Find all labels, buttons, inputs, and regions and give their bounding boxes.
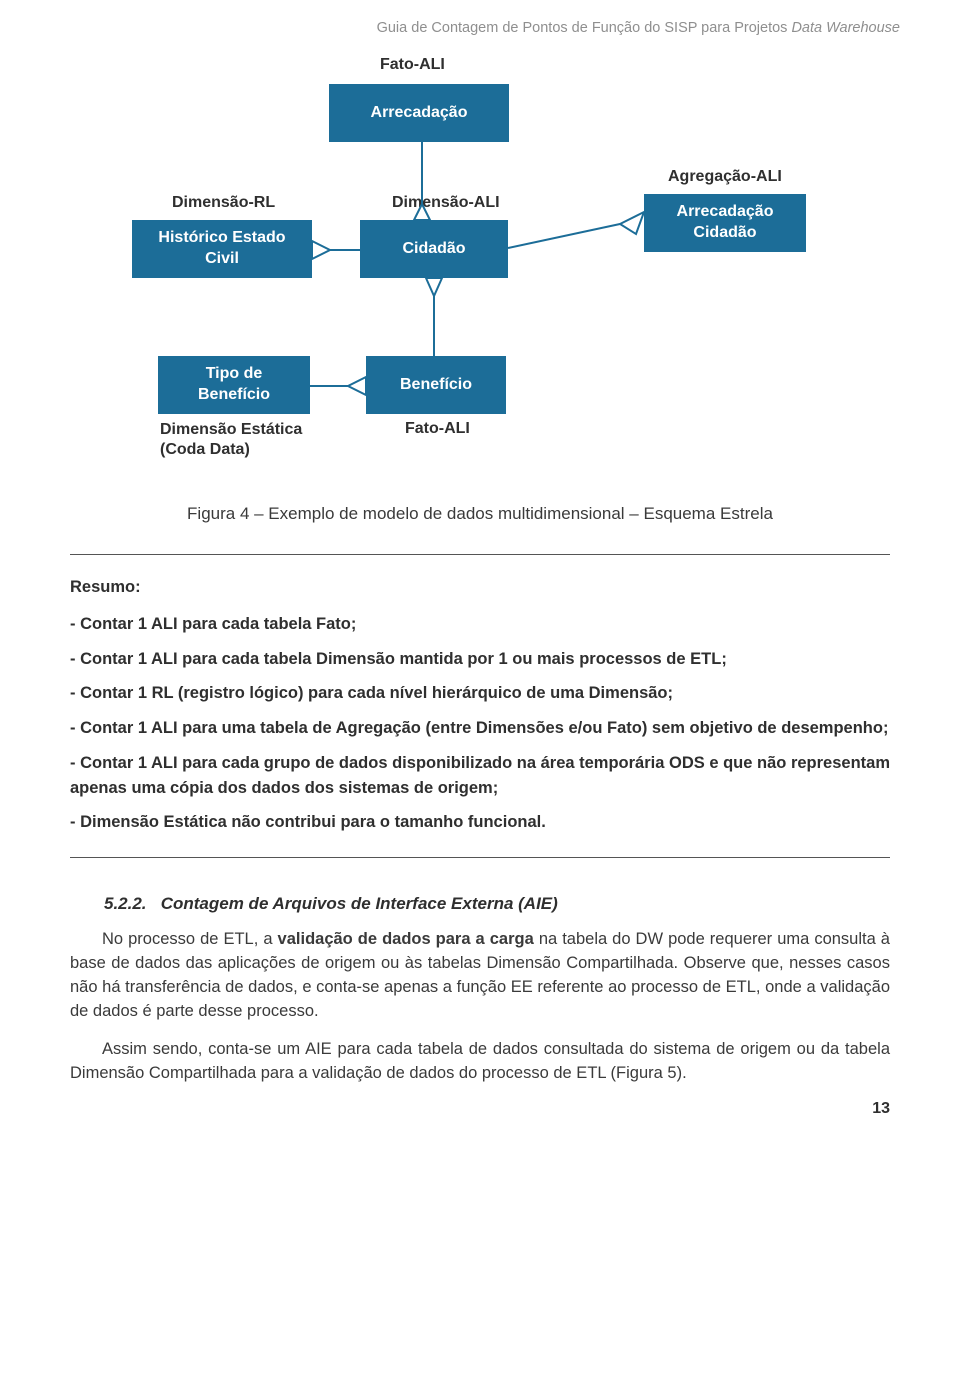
page-number: 13 bbox=[0, 1100, 960, 1118]
node-beneficio: Benefício bbox=[366, 356, 506, 414]
tipo-beneficio-text: Tipo deBenefício bbox=[198, 364, 270, 406]
section-number: 5.2.2. bbox=[104, 894, 147, 913]
figure-caption: Figura 4 – Exemplo de modelo de dados mu… bbox=[0, 504, 960, 524]
section-title: Contagem de Arquivos de Interface Extern… bbox=[161, 894, 558, 913]
section-heading: 5.2.2. Contagem de Arquivos de Interface… bbox=[104, 894, 890, 914]
star-schema-diagram: Fato-ALI Dimensão-RL Dimensão-ALI Agrega… bbox=[60, 56, 900, 486]
header-text: Guia de Contagem de Pontos de Função do … bbox=[377, 20, 792, 36]
p1-bold: validação de dados para a carga bbox=[278, 930, 534, 948]
node-arrecadacao-cidadao: ArrecadaçãoCidadão bbox=[644, 194, 806, 252]
node-historico: Histórico Estado Civil bbox=[132, 220, 312, 278]
resumo-item: - Contar 1 ALI para cada tabela Fato; bbox=[70, 612, 890, 637]
divider-bottom bbox=[70, 857, 890, 858]
edge-tipo-beneficio bbox=[310, 374, 366, 402]
header-italic: Data Warehouse bbox=[791, 20, 900, 36]
arrec-cidadao-text: ArrecadaçãoCidadão bbox=[677, 202, 774, 244]
p1-pre: No processo de ETL, a bbox=[102, 930, 278, 948]
node-cidadao: Cidadão bbox=[360, 220, 508, 278]
body-paragraph-1: No processo de ETL, a validação de dados… bbox=[70, 928, 890, 1024]
edge-cidadao-agregacao bbox=[508, 206, 644, 256]
caption-fato-ali-bottom: Fato-ALI bbox=[405, 420, 470, 438]
caption-fato-ali-top: Fato-ALI bbox=[380, 56, 445, 74]
caption-dimensao-ali: Dimensão-ALI bbox=[392, 194, 500, 212]
caption-dim-estatica-l2: (Coda Data) bbox=[160, 441, 250, 458]
resumo-item: - Contar 1 ALI para uma tabela de Agrega… bbox=[70, 716, 890, 741]
resumo-item: - Contar 1 ALI para cada tabela Dimensão… bbox=[70, 647, 890, 672]
page-header: Guia de Contagem de Pontos de Função do … bbox=[0, 0, 960, 46]
node-tipo-beneficio: Tipo deBenefício bbox=[158, 356, 310, 414]
edge-historico-cidadao bbox=[312, 238, 360, 266]
body-paragraph-2: Assim sendo, conta-se um AIE para cada t… bbox=[70, 1038, 890, 1086]
resumo-item: - Contar 1 RL (registro lógico) para cad… bbox=[70, 681, 890, 706]
resumo-block: Resumo: - Contar 1 ALI para cada tabela … bbox=[70, 575, 890, 835]
caption-dim-estatica-l1: Dimensão Estática bbox=[160, 421, 302, 438]
divider-top bbox=[70, 554, 890, 555]
resumo-item: - Dimensão Estática não contribui para o… bbox=[70, 810, 890, 835]
resumo-item: - Contar 1 ALI para cada grupo de dados … bbox=[70, 751, 890, 801]
caption-dim-estatica: Dimensão Estática (Coda Data) bbox=[160, 420, 302, 460]
caption-agregacao-ali: Agregação-ALI bbox=[668, 168, 782, 186]
caption-dimensao-rl: Dimensão-RL bbox=[172, 194, 275, 212]
edge-cidadao-beneficio bbox=[422, 278, 452, 356]
resumo-title: Resumo: bbox=[70, 575, 890, 600]
node-arrecadacao: Arrecadação bbox=[329, 84, 509, 142]
